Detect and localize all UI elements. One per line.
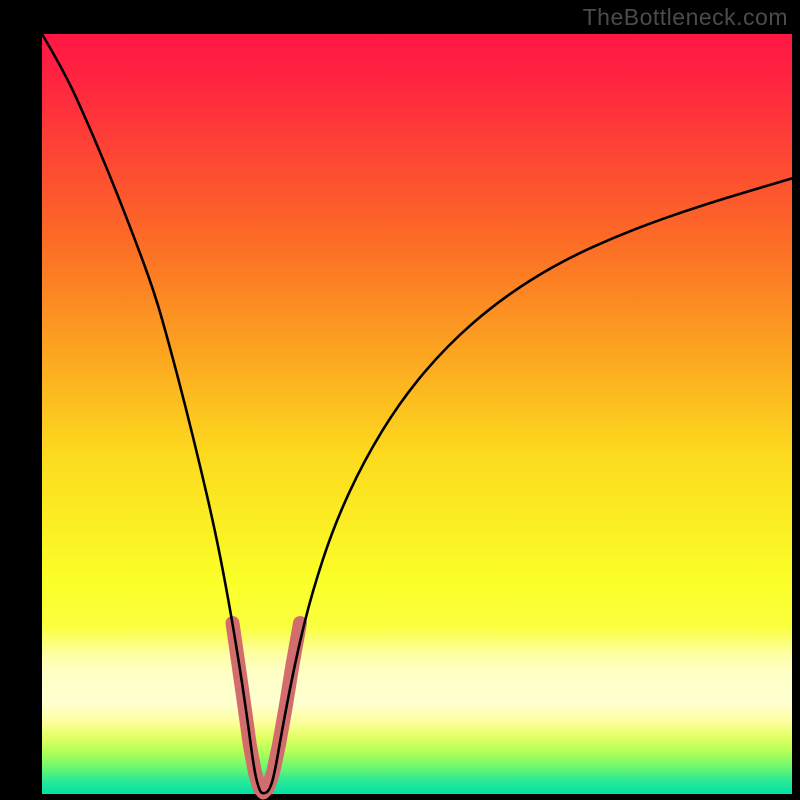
plot-gradient-background (42, 34, 792, 794)
bottleneck-chart (0, 0, 800, 800)
chart-stage: TheBottleneck.com (0, 0, 800, 800)
watermark-text: TheBottleneck.com (583, 4, 788, 31)
